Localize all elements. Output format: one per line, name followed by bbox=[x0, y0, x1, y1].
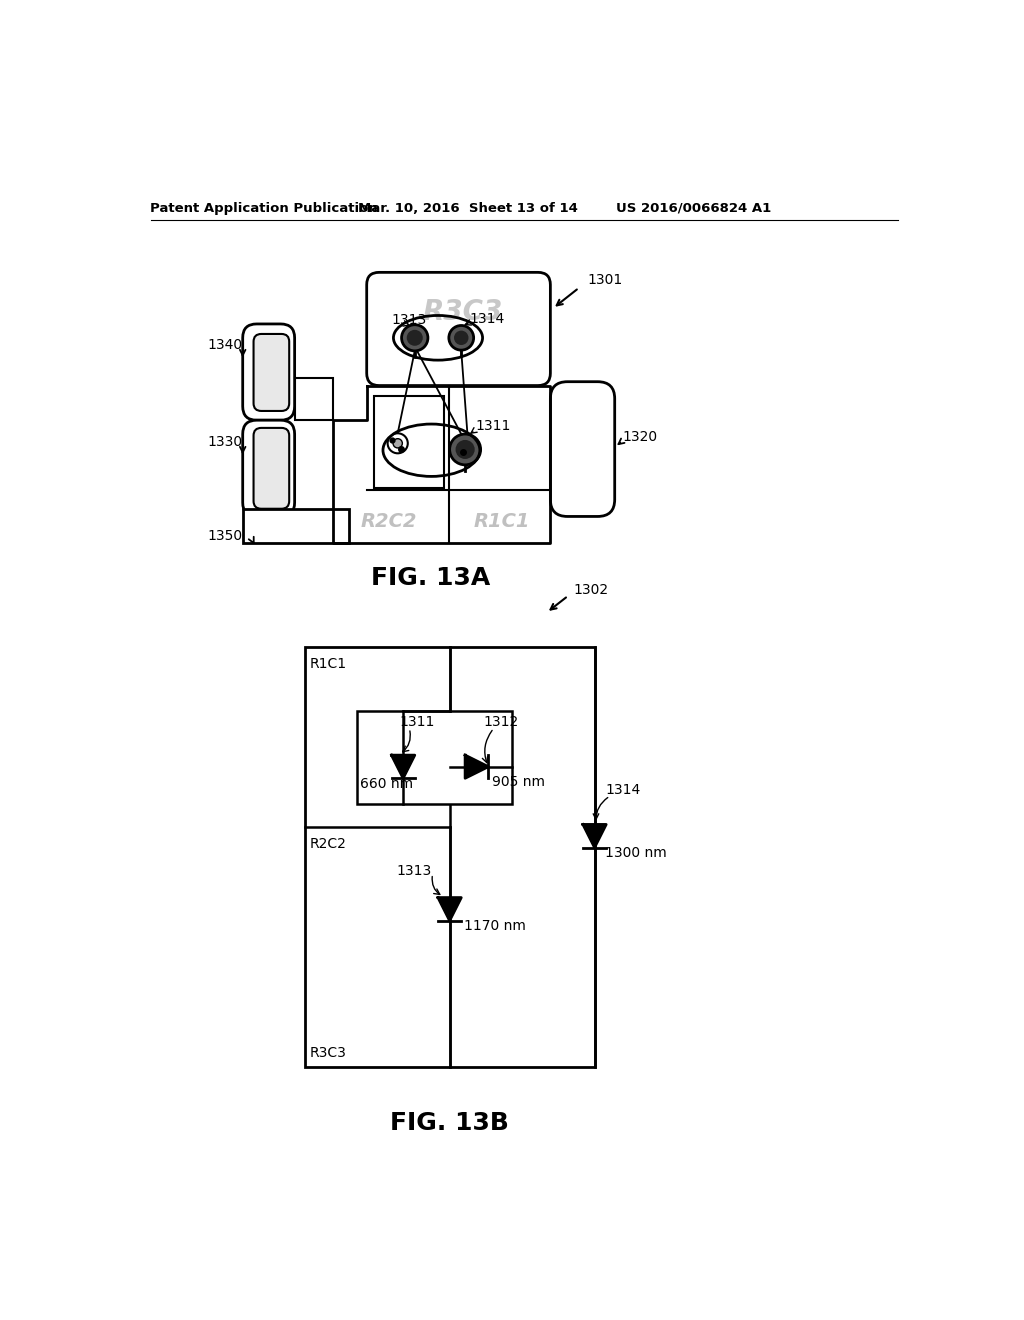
FancyBboxPatch shape bbox=[254, 334, 289, 411]
Text: R3C3: R3C3 bbox=[309, 1047, 346, 1060]
Text: 660 nm: 660 nm bbox=[360, 776, 414, 791]
Polygon shape bbox=[334, 385, 550, 544]
FancyBboxPatch shape bbox=[367, 272, 550, 385]
Text: Patent Application Publication: Patent Application Publication bbox=[150, 202, 378, 215]
Polygon shape bbox=[583, 825, 606, 847]
Text: 1302: 1302 bbox=[573, 582, 608, 597]
Bar bbox=[305, 647, 595, 1067]
Text: 1314: 1314 bbox=[605, 783, 641, 797]
Polygon shape bbox=[438, 898, 461, 921]
Text: R3C3: R3C3 bbox=[422, 298, 503, 326]
Circle shape bbox=[408, 331, 422, 345]
Circle shape bbox=[388, 433, 408, 453]
Text: 1312: 1312 bbox=[483, 715, 518, 729]
Text: 1311: 1311 bbox=[399, 715, 434, 729]
Text: R1C1: R1C1 bbox=[309, 657, 346, 672]
FancyBboxPatch shape bbox=[254, 428, 289, 508]
Circle shape bbox=[450, 434, 480, 465]
FancyBboxPatch shape bbox=[550, 381, 614, 516]
Circle shape bbox=[449, 326, 474, 350]
Text: 1312: 1312 bbox=[403, 459, 438, 474]
Text: Mar. 10, 2016  Sheet 13 of 14: Mar. 10, 2016 Sheet 13 of 14 bbox=[357, 202, 578, 215]
Text: 1340: 1340 bbox=[208, 338, 243, 351]
Bar bbox=[375, 396, 444, 488]
Text: 1170 nm: 1170 nm bbox=[464, 919, 525, 933]
Circle shape bbox=[393, 438, 402, 447]
Text: 1350: 1350 bbox=[208, 529, 243, 543]
Text: 1300 nm: 1300 nm bbox=[605, 846, 668, 859]
Text: R2C2: R2C2 bbox=[360, 512, 417, 532]
Text: 1313: 1313 bbox=[391, 313, 427, 327]
Text: FIG. 13B: FIG. 13B bbox=[390, 1111, 509, 1135]
Text: US 2016/0066824 A1: US 2016/0066824 A1 bbox=[616, 202, 771, 215]
Text: 905 nm: 905 nm bbox=[493, 775, 545, 789]
Text: R1C1: R1C1 bbox=[474, 512, 530, 532]
Bar bbox=[243, 508, 349, 544]
Circle shape bbox=[457, 441, 474, 458]
Bar bbox=[295, 378, 334, 420]
Text: 1320: 1320 bbox=[623, 430, 657, 444]
Bar bbox=[356, 711, 512, 804]
Circle shape bbox=[401, 325, 428, 351]
FancyBboxPatch shape bbox=[243, 323, 295, 420]
Text: 1314: 1314 bbox=[469, 312, 504, 326]
Polygon shape bbox=[391, 755, 415, 779]
Text: 1313: 1313 bbox=[397, 863, 432, 878]
Text: R2C2: R2C2 bbox=[309, 837, 346, 850]
Text: 1330: 1330 bbox=[208, 434, 243, 449]
Text: 1301: 1301 bbox=[588, 273, 623, 286]
Circle shape bbox=[455, 331, 467, 345]
Text: FIG. 13A: FIG. 13A bbox=[371, 566, 489, 590]
Text: 1311: 1311 bbox=[475, 420, 511, 433]
Polygon shape bbox=[465, 755, 488, 779]
FancyBboxPatch shape bbox=[243, 420, 295, 516]
